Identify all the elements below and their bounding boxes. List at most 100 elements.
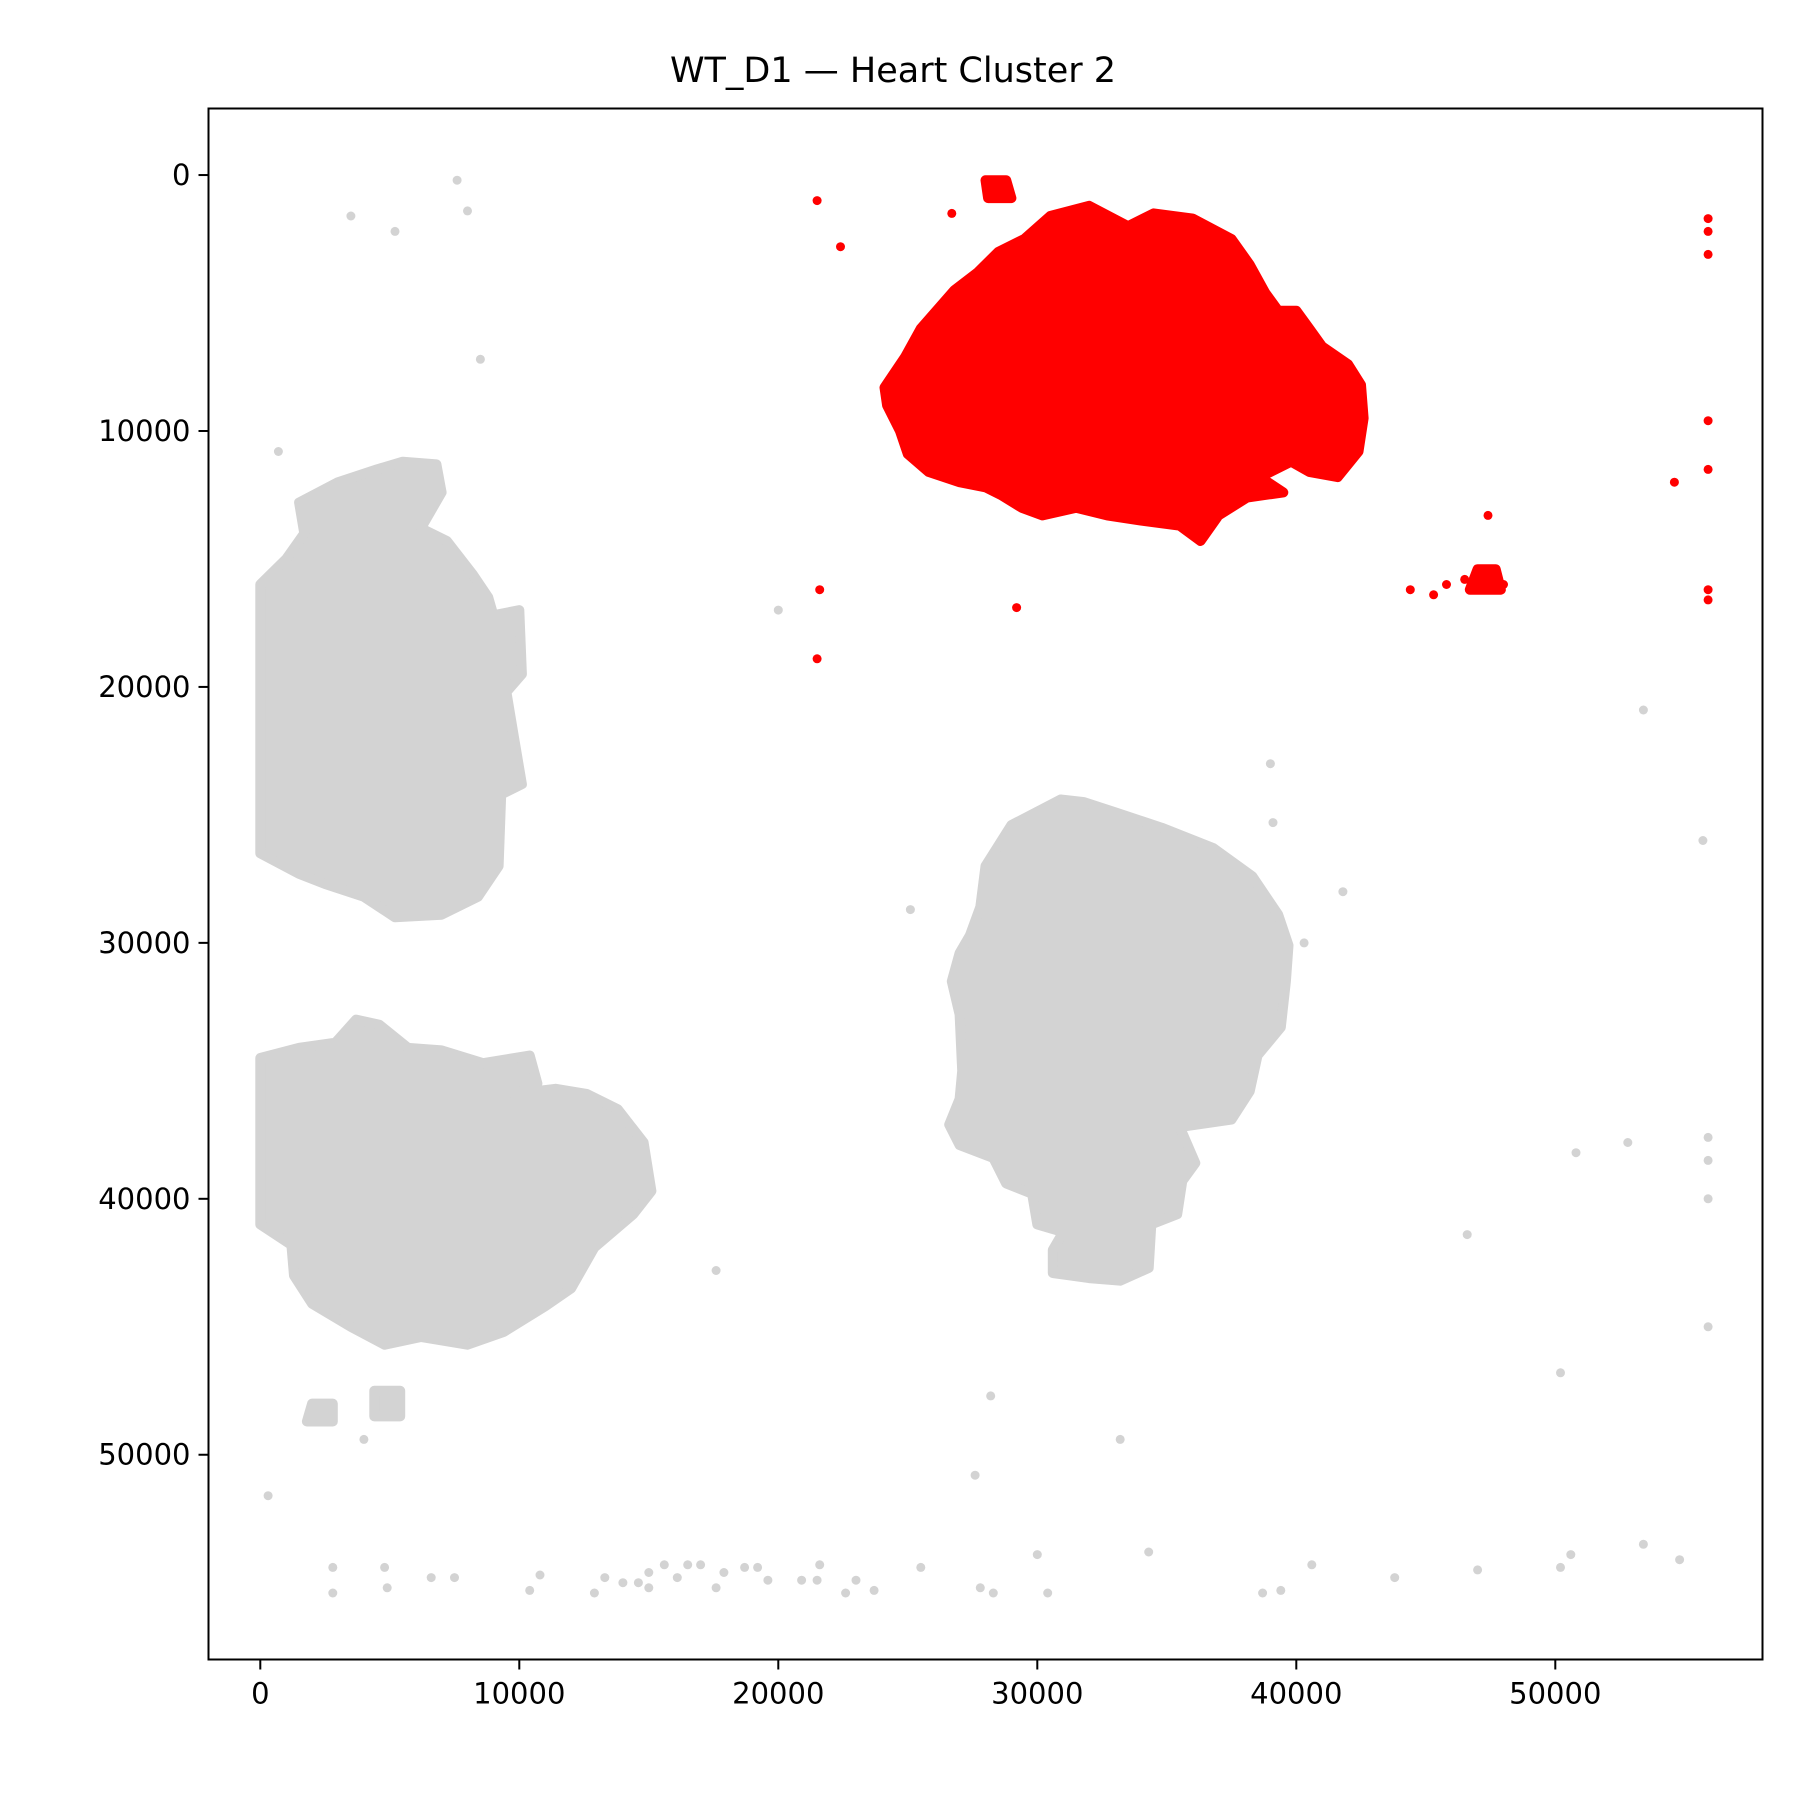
background-point <box>916 1562 926 1572</box>
plot-area <box>255 175 1713 1598</box>
background-point <box>1032 1550 1042 1560</box>
background-point <box>696 1560 706 1570</box>
background-point <box>740 1562 750 1572</box>
background-point <box>618 1578 628 1588</box>
highlighted-point <box>1405 585 1415 595</box>
background-point <box>390 226 400 236</box>
background-point <box>869 1585 879 1595</box>
background-point <box>600 1573 610 1583</box>
background-point <box>970 1470 980 1480</box>
background-point <box>328 1588 338 1598</box>
plot-frame <box>207 107 1764 1661</box>
background-point <box>346 211 356 221</box>
highlighted-point <box>1703 416 1713 426</box>
background-point <box>1144 1547 1154 1557</box>
highlighted-point <box>1703 226 1713 236</box>
highlighted-point <box>1012 603 1022 613</box>
background-point <box>1307 1560 1317 1570</box>
highlighted-point <box>1703 249 1713 259</box>
background-point <box>475 354 485 364</box>
background-point <box>1338 887 1348 897</box>
background-cluster-region <box>944 794 1294 1286</box>
highlighted-point <box>812 196 822 206</box>
background-point <box>763 1575 773 1585</box>
background-point <box>683 1560 693 1570</box>
background-point <box>1698 836 1708 845</box>
axes: 0 10000 20000 30000 40000 50000 0 10000 20000 300… <box>98 158 1601 1710</box>
background-point <box>452 175 462 185</box>
background-point <box>535 1570 545 1580</box>
highlighted-point <box>1669 477 1679 487</box>
y-tick-label: 50000 <box>98 1438 190 1472</box>
background-point <box>380 1562 390 1572</box>
background-point <box>644 1583 654 1593</box>
background-point <box>1265 759 1275 769</box>
background-point <box>988 1588 998 1598</box>
highlighted-point <box>1703 214 1713 224</box>
highlighted-cluster-region <box>879 200 1369 546</box>
background-point <box>815 1560 825 1570</box>
background-point <box>986 1391 996 1401</box>
highlighted-point <box>1429 590 1439 600</box>
x-tick-label: 50000 <box>1509 1677 1601 1711</box>
highlighted-point <box>1483 510 1493 520</box>
background-point <box>659 1560 669 1570</box>
background-cluster-region <box>255 456 527 923</box>
highlighted-cluster-region <box>1464 564 1506 595</box>
highlighted-point <box>1460 574 1470 584</box>
highlighted-cluster-region <box>1133 410 1214 462</box>
background-point <box>672 1573 682 1583</box>
y-tick-label: 20000 <box>98 670 190 704</box>
y-tick-label: 10000 <box>98 414 190 448</box>
background-point <box>1703 1132 1713 1142</box>
background-point <box>1115 1434 1125 1444</box>
background-point <box>525 1585 535 1595</box>
background-point <box>1473 1565 1483 1575</box>
background-point <box>1462 1230 1472 1240</box>
background-point <box>1571 1148 1581 1158</box>
background-point <box>382 1583 392 1593</box>
background-point <box>1703 1322 1713 1332</box>
background-point <box>359 1434 369 1444</box>
background-point <box>812 1575 822 1585</box>
y-tick-label: 30000 <box>98 926 190 960</box>
background-point <box>1566 1550 1576 1560</box>
chart-title: WT_D1 — Heart Cluster 2 <box>670 51 1116 91</box>
background-point <box>1043 1588 1053 1598</box>
background-point <box>975 1583 985 1593</box>
background-point <box>719 1568 729 1577</box>
x-tick-label: 10000 <box>473 1677 565 1711</box>
background-point <box>1276 1585 1286 1595</box>
background-point <box>463 206 472 216</box>
background-point <box>773 605 783 615</box>
highlighted-point <box>1703 585 1713 595</box>
highlighted-point <box>1703 464 1713 474</box>
background-cluster-region <box>369 1385 406 1422</box>
background-point <box>450 1573 459 1583</box>
background-point <box>1268 818 1278 828</box>
background-point <box>797 1575 807 1585</box>
y-tick-label: 40000 <box>98 1182 190 1216</box>
background-point <box>1675 1555 1685 1565</box>
highlighted-point <box>1442 580 1451 589</box>
background-series <box>255 175 1713 1598</box>
highlighted-point <box>1499 580 1508 589</box>
background-point <box>589 1588 599 1598</box>
x-tick-label: 20000 <box>732 1677 824 1711</box>
highlighted-point <box>815 585 825 595</box>
highlighted-series <box>812 175 1713 664</box>
highlighted-point <box>812 654 822 664</box>
highlighted-point <box>836 242 845 252</box>
background-point <box>426 1573 436 1583</box>
background-point <box>711 1266 721 1275</box>
background-point <box>273 447 283 456</box>
background-point <box>841 1588 851 1598</box>
background-cluster-region <box>255 1014 657 1350</box>
background-point <box>851 1575 861 1585</box>
background-point <box>1258 1588 1268 1598</box>
highlighted-cluster-region <box>980 175 1017 204</box>
background-point <box>1556 1368 1565 1378</box>
x-tick-label: 40000 <box>1250 1677 1342 1711</box>
background-point <box>1623 1138 1633 1147</box>
